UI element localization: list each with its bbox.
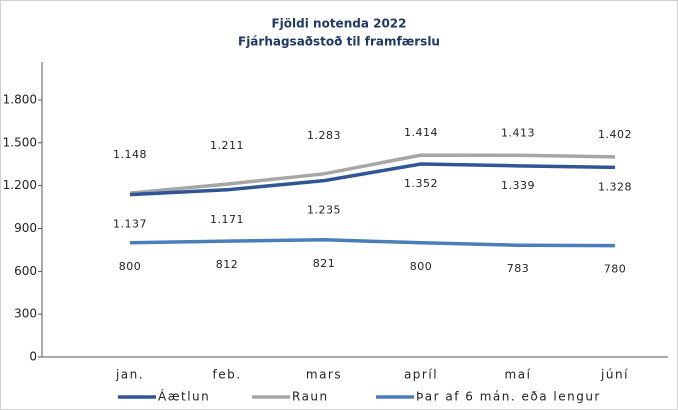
data-label: 1.339 (501, 179, 535, 192)
y-tick-label: 900 (14, 221, 37, 235)
data-label: 821 (313, 257, 336, 270)
data-label: 1.235 (307, 204, 341, 217)
series-line (129, 238, 616, 248)
data-label: 1.352 (404, 177, 438, 190)
y-tick-label: 300 (14, 307, 37, 321)
data-label: 1.283 (307, 129, 341, 142)
data-label: 800 (410, 260, 433, 273)
data-label: 1.402 (598, 128, 632, 141)
data-label: 1.414 (404, 126, 438, 139)
data-label: 1.148 (113, 148, 147, 161)
data-label: 783 (507, 262, 530, 275)
y-tick-label: 1.200 (3, 178, 37, 192)
x-tick-label: mars (306, 368, 342, 382)
data-label: 1.328 (598, 180, 632, 193)
data-label: 1.137 (113, 218, 147, 231)
legend-label: Raun (292, 390, 329, 404)
series-line (129, 162, 616, 197)
chart-title: Fjöldi notenda 2022 (271, 17, 406, 31)
legend-label: Þar af 6 mán. eða lengur (416, 390, 601, 404)
x-tick-label: jan. (115, 368, 144, 382)
y-tick-label: 0 (29, 350, 37, 364)
data-label: 800 (119, 260, 142, 273)
y-tick-label: 600 (14, 264, 37, 278)
data-label: 1.171 (210, 213, 244, 226)
data-label: 1.211 (210, 139, 244, 152)
x-tick-label: feb. (212, 368, 241, 382)
series-line (129, 153, 616, 195)
legend-label: Áætlun (158, 389, 210, 404)
x-tick-label: maí (505, 368, 532, 382)
chart-subtitle: Fjárhagsaðstoð til framfærslu (238, 35, 440, 49)
data-label: 780 (604, 263, 627, 276)
data-label: 1.413 (501, 126, 535, 139)
x-tick-label: apríl (404, 368, 438, 382)
data-label: 812 (216, 258, 239, 271)
y-tick-label: 1.500 (3, 135, 37, 149)
x-tick-label: júní (600, 368, 629, 382)
y-tick-label: 1.800 (3, 93, 37, 107)
